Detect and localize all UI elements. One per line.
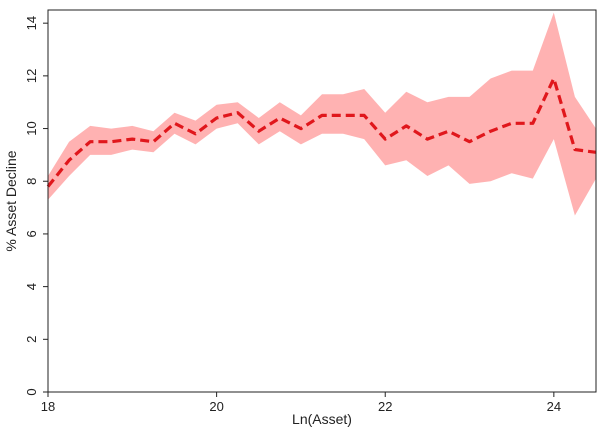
y-tick-label: 6	[24, 230, 39, 237]
x-tick-label: 18	[41, 399, 55, 414]
mean-line-layer	[46, 76, 597, 188]
y-tick-label: 12	[24, 69, 39, 83]
y-axis-label: % Asset Decline	[3, 150, 19, 251]
y-tick-label: 2	[24, 336, 39, 343]
y-tick-label: 4	[24, 283, 39, 290]
y-tick-label: 0	[24, 388, 39, 395]
y-tick-label: 14	[24, 16, 39, 30]
mean-line	[46, 76, 597, 188]
x-tick-label: 20	[209, 399, 223, 414]
plot-frame	[47, 9, 597, 393]
x-tick-label: 22	[378, 399, 392, 414]
x-axis-label: Ln(Asset)	[292, 411, 352, 427]
y-tick-label: 8	[24, 178, 39, 185]
x-tick-label: 24	[547, 399, 561, 414]
y-tick-label: 10	[24, 121, 39, 135]
